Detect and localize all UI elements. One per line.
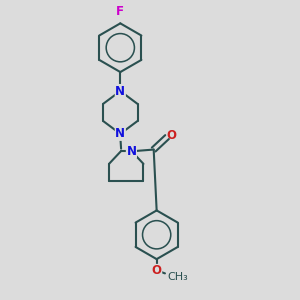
- Text: O: O: [152, 265, 162, 278]
- Text: N: N: [126, 145, 136, 158]
- Text: N: N: [115, 85, 125, 98]
- Text: N: N: [115, 127, 125, 140]
- Text: CH₃: CH₃: [167, 272, 188, 282]
- Text: O: O: [166, 129, 176, 142]
- Text: F: F: [116, 5, 124, 18]
